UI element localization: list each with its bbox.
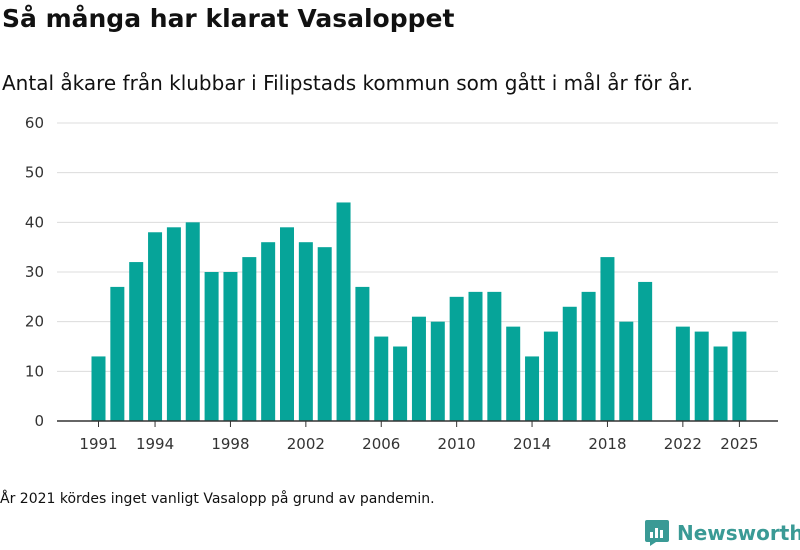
bar-2004 (336, 202, 351, 421)
x-tick-label-2022: 2022 (664, 435, 702, 453)
footnote: År 2021 kördes inget vanligt Vasalopp på… (0, 491, 435, 507)
bar-2018 (600, 257, 615, 421)
bar-1996 (185, 222, 200, 421)
x-tick-label-1994: 1994 (136, 435, 174, 453)
bar-2020 (638, 281, 653, 421)
bar-1999 (242, 257, 257, 421)
bars (91, 202, 747, 421)
bar-2001 (280, 227, 294, 421)
bar-1998 (223, 272, 238, 421)
y-tick-label-20: 20 (25, 313, 44, 331)
y-tick-label-0: 0 (34, 412, 44, 430)
x-tick-label-2002: 2002 (287, 435, 325, 453)
bar-2000 (261, 242, 276, 421)
x-tick-label-2014: 2014 (513, 435, 551, 453)
x-tick-label-1998: 1998 (211, 435, 249, 453)
y-tick-label-10: 10 (25, 362, 44, 380)
bar-2013 (506, 326, 521, 421)
bar-2006 (374, 336, 389, 421)
bar-2015 (543, 331, 558, 421)
y-tick-label-50: 50 (25, 164, 44, 182)
x-tick-label-2006: 2006 (362, 435, 400, 453)
chart-subtitle: Antal åkare från klubbar i Filipstads ko… (2, 71, 693, 95)
x-tick-label-1991: 1991 (79, 435, 117, 453)
bar-2010 (449, 296, 464, 421)
bar-2007 (393, 346, 408, 421)
bar-2019 (619, 321, 634, 421)
y-axis-ticks: 0 10 20 30 40 50 60 (25, 114, 44, 430)
bar-2008 (411, 316, 426, 421)
bar-1997 (204, 272, 219, 421)
bar-2002 (298, 242, 313, 421)
bar-2003 (317, 247, 332, 421)
bar-chart: 0 10 20 30 40 50 60 1991 1994 1998 2002 2006 2010 20… (25, 114, 778, 453)
chart-title: Så många har klarat Vasaloppet (2, 4, 455, 33)
bar-1994 (148, 232, 163, 421)
y-tick-label-60: 60 (25, 114, 44, 132)
bar-2022 (675, 326, 690, 421)
newsworthy-brand: Newsworthy (677, 521, 800, 545)
y-tick-label-40: 40 (25, 213, 44, 231)
bar-2024 (713, 346, 728, 421)
y-tick-label-30: 30 (25, 263, 44, 281)
x-tick-label-2018: 2018 (588, 435, 626, 453)
bar-2014 (525, 356, 540, 421)
newsworthy-logo: Newsworthy (644, 519, 800, 547)
bar-2011 (468, 291, 483, 421)
bar-2005 (355, 286, 370, 421)
x-axis-ticks: 1991 1994 1998 2002 2006 2010 2014 2018 2022 2025 (79, 421, 758, 453)
x-tick-label-2010: 2010 (438, 435, 476, 453)
bar-1992 (110, 286, 125, 421)
bar-2017 (581, 291, 596, 421)
bar-1991 (91, 356, 106, 421)
bar-2012 (487, 291, 502, 421)
bar-2009 (430, 321, 445, 421)
bar-2023 (694, 331, 709, 421)
newsworthy-logo-icon (645, 520, 669, 546)
bar-2025 (732, 331, 747, 421)
x-tick-label-2025: 2025 (720, 435, 758, 453)
bar-1993 (129, 262, 144, 421)
bar-1995 (166, 227, 181, 421)
bar-2016 (562, 306, 577, 421)
